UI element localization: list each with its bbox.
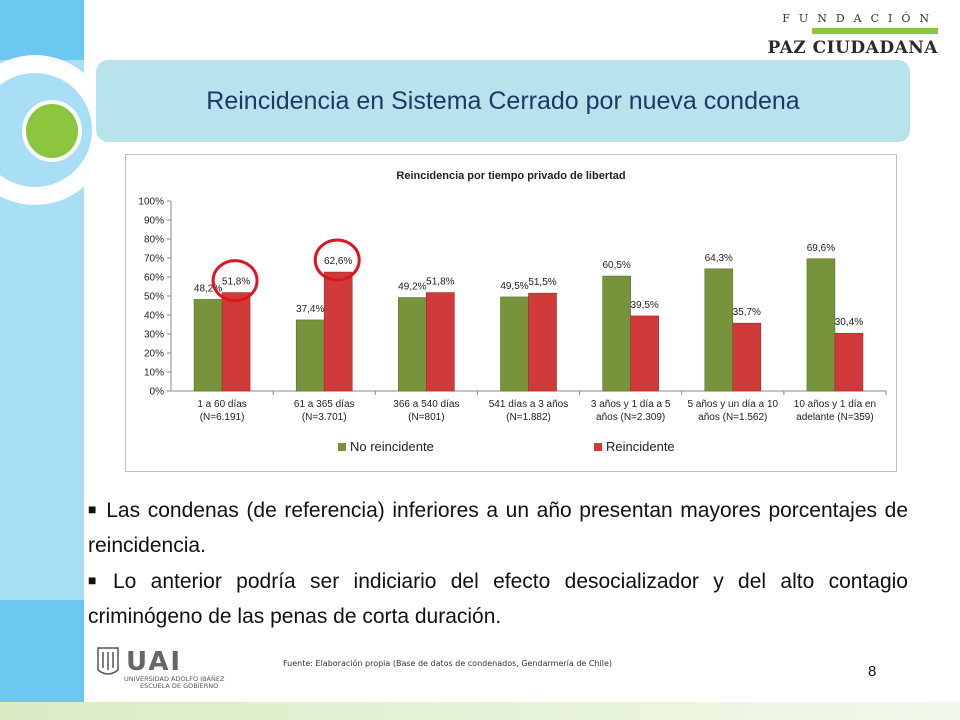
data-label: 49,2%: [398, 282, 426, 293]
fundacion-paz-ciudadana-logo: FUNDACIÓN PAZ CIUDADANA: [768, 12, 938, 58]
page-number: 8: [868, 663, 877, 680]
bar-no-reincidente: [500, 296, 529, 392]
decorative-green-circle: [22, 100, 82, 162]
x-tick-label: adelante (N=359): [796, 412, 874, 423]
data-label: 39,5%: [630, 300, 658, 311]
y-tick-label: 20%: [144, 349, 164, 360]
uai-brand: UAI: [126, 647, 182, 677]
chart-frame: Reincidencia por tiempo privado de liber…: [125, 154, 897, 472]
y-tick-label: 60%: [144, 273, 164, 284]
bar-no-reincidente: [295, 319, 325, 392]
x-tick-label: 61 a 365 días: [294, 399, 355, 410]
x-tick-label: (N=3.701): [302, 412, 347, 423]
uai-line1: UNIVERSIDAD ADOLFO IBÁÑEZ: [124, 674, 225, 683]
bar-reincidente: [221, 292, 251, 392]
bar-chart: Reincidencia por tiempo privado de liber…: [138, 170, 887, 454]
bar-reincidente: [528, 292, 557, 392]
bullet-item: ■ Las condenas (de referencia) inferiores…: [88, 492, 908, 563]
data-label: 30,4%: [835, 317, 863, 328]
legend-swatch: [338, 443, 346, 451]
data-label: 35,7%: [733, 307, 761, 318]
x-tick-label: (N=6.191): [200, 412, 245, 423]
x-tick-label: 10 años y 1 día en: [794, 399, 876, 410]
bar-reincidente: [426, 292, 455, 392]
x-tick-label: años (N=1.562): [698, 412, 767, 423]
logo-line1: FUNDACIÓN: [782, 12, 938, 25]
data-label: 69,6%: [807, 243, 835, 254]
chart-title: Reincidencia por tiempo privado de liber…: [396, 170, 625, 182]
bullet-text: Las condenas (de referencia) inferiores …: [88, 499, 908, 557]
y-tick-label: 10%: [144, 368, 164, 379]
uai-line2: ESCUELA DE GOBIERNO: [140, 682, 218, 690]
y-tick-label: 30%: [144, 330, 164, 341]
bottom-decorative-band: [0, 702, 960, 720]
x-tick-label: 541 días a 3 años: [489, 399, 569, 410]
data-label: 51,8%: [426, 277, 454, 288]
bullet-item: ■ Lo anterior podría ser indiciario del e…: [88, 563, 908, 634]
x-tick-label: 1 a 60 días: [197, 399, 246, 410]
bullet-text: Lo anterior podría ser indiciario del ef…: [88, 570, 908, 628]
source-note: Fuente: Elaboración propia (Base de dato…: [283, 659, 613, 668]
data-label: 60,5%: [602, 260, 630, 271]
y-tick-label: 40%: [144, 311, 164, 322]
legend-label: No reincidente: [350, 439, 434, 454]
data-label: 64,3%: [705, 253, 733, 264]
y-tick-label: 100%: [138, 197, 164, 208]
y-tick-label: 70%: [144, 254, 164, 265]
logo-green-bar: [812, 28, 938, 34]
highlight-circle: [313, 238, 361, 282]
bar-reincidente: [323, 271, 353, 392]
bar-no-reincidente: [602, 275, 631, 392]
legend-label: Reincidente: [606, 439, 675, 454]
bar-reincidente: [630, 315, 659, 392]
x-tick-label: 3 años y 1 día a 5: [591, 399, 671, 410]
y-tick-label: 80%: [144, 235, 164, 246]
bar-no-reincidente: [398, 297, 427, 392]
x-tick-label: (N=1.882): [506, 412, 551, 423]
data-label: 51,5%: [528, 277, 556, 288]
square-bullet-icon: ■: [88, 501, 99, 517]
x-tick-label: años (N=2.309): [596, 412, 665, 423]
data-label: 49,5%: [500, 281, 528, 292]
data-label: 48,2%: [194, 283, 222, 294]
logo-line2: PAZ CIUDADANA: [767, 38, 938, 58]
x-tick-label: (N=801): [408, 412, 444, 423]
bar-reincidente: [834, 332, 864, 392]
slide-title: Reincidencia en Sistema Cerrado por nuev…: [206, 86, 800, 115]
y-tick-label: 0%: [150, 387, 165, 398]
uai-logo: UAI UNIVERSIDAD ADOLFO IBÁÑEZ ESCUELA DE…: [97, 647, 225, 690]
square-bullet-icon: ■: [88, 572, 105, 588]
legend-swatch: [594, 443, 602, 451]
x-tick-label: 5 años y un día a 10: [687, 399, 778, 410]
data-label: 37,4%: [296, 304, 324, 315]
bullet-list: ■ Las condenas (de referencia) inferiores…: [88, 492, 908, 634]
bar-no-reincidente: [704, 268, 734, 392]
y-tick-label: 90%: [144, 216, 164, 227]
y-tick-label: 50%: [144, 292, 164, 303]
bar-reincidente: [732, 322, 762, 392]
uai-crest-icon: [97, 647, 119, 675]
bar-no-reincidente: [193, 299, 223, 392]
data-label: 51,8%: [222, 277, 250, 288]
highlight-circle: [211, 259, 259, 303]
bar-no-reincidente: [806, 258, 836, 392]
title-banner: Reincidencia en Sistema Cerrado por nuev…: [96, 60, 910, 142]
data-label: 62,6%: [324, 256, 352, 267]
x-tick-label: 366 a 540 días: [393, 399, 459, 410]
